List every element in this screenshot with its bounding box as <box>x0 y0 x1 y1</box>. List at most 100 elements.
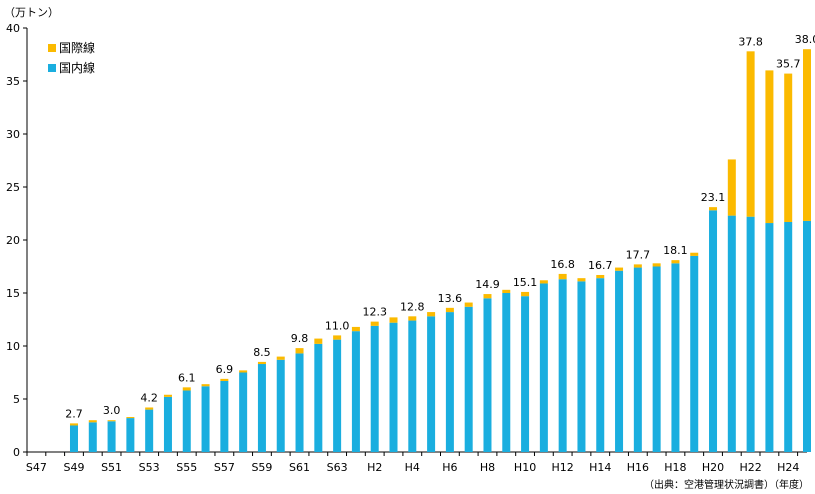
bar-domestic-s63 <box>333 339 342 452</box>
x-tick-label: H6 <box>442 461 457 474</box>
legend-item-international: 国際線 <box>48 38 95 58</box>
data-label-total: 6.1 <box>178 371 196 384</box>
data-label-total: 13.6 <box>438 292 463 305</box>
bar-domestic-s61 <box>295 353 304 452</box>
data-label-total: 38.0 <box>795 33 815 46</box>
y-tick-label: 20 <box>6 234 20 247</box>
bar-international-s59 <box>257 361 266 365</box>
bar-international-s53 <box>145 407 154 410</box>
x-tick-label: H4 <box>405 461 420 474</box>
bar-domestic-h13 <box>577 281 586 452</box>
bar-international-h18 <box>671 260 680 264</box>
data-label-total: 16.8 <box>550 258 575 271</box>
data-label-total: 18.1 <box>663 244 688 257</box>
x-tick-label: H16 <box>627 461 649 474</box>
data-label-total: 8.5 <box>253 346 271 359</box>
bar-domestic-s59 <box>257 364 266 452</box>
x-tick-label: S49 <box>63 461 84 474</box>
legend-swatch-international <box>48 44 56 52</box>
bar-domestic-h2 <box>370 325 379 452</box>
y-tick-label: 0 <box>13 446 20 459</box>
bar-international-h9 <box>502 289 511 293</box>
bar-domestic-h11 <box>539 283 548 452</box>
data-label-total: 16.7 <box>588 259 613 272</box>
bar-domestic-s53 <box>145 409 154 452</box>
bar-domestic-h8 <box>483 298 492 452</box>
data-label-total: 3.0 <box>103 404 121 417</box>
bar-international-s55 <box>182 387 191 391</box>
x-tick-label: S53 <box>139 461 160 474</box>
y-tick-label: 30 <box>6 128 20 141</box>
legend-label-domestic: 国内線 <box>59 61 96 75</box>
bar-domestic-h15 <box>615 270 624 452</box>
bar-international-h1 <box>351 326 360 332</box>
bar-domestic-h17 <box>652 266 661 452</box>
bar-domestic-s49 <box>69 425 78 452</box>
bar-domestic-h4 <box>408 320 417 452</box>
x-tick-label: H10 <box>514 461 536 474</box>
bar-domestic-s52 <box>126 418 135 452</box>
bar-domestic-s54 <box>163 396 172 452</box>
bar-domestic-h3 <box>389 322 398 452</box>
bar-domestic-h19 <box>690 255 699 452</box>
bar-international-s61 <box>295 348 304 354</box>
data-label-total: 6.9 <box>216 363 234 376</box>
bar-international-s58 <box>239 370 248 373</box>
x-tick-label: S55 <box>176 461 197 474</box>
bar-international-h17 <box>652 263 661 267</box>
bar-international-h14 <box>596 274 605 279</box>
bar-international-s51 <box>107 420 116 422</box>
bar-domestic-h20 <box>709 210 718 452</box>
data-label-total: 11.0 <box>325 319 350 332</box>
bar-domestic-h14 <box>596 278 605 452</box>
data-label-total: 4.2 <box>140 391 158 404</box>
bar-international-s57 <box>220 378 229 381</box>
bar-domestic-h24 <box>784 221 793 452</box>
bar-international-s62 <box>314 338 323 344</box>
bar-international-h5 <box>427 312 436 317</box>
bar-international-h21 <box>727 159 736 216</box>
bar-domestic-h23 <box>765 223 774 452</box>
x-tick-label: S59 <box>251 461 272 474</box>
y-tick-label: 10 <box>6 340 20 353</box>
bar-domestic-s51 <box>107 421 116 452</box>
bar-domestic-h16 <box>633 267 642 452</box>
bar-domestic-h7 <box>464 306 473 452</box>
bar-international-h15 <box>615 267 624 271</box>
bar-domestic-h25 <box>803 220 811 452</box>
x-tick-label: H14 <box>589 461 611 474</box>
bar-domestic-s62 <box>314 343 323 452</box>
bar-international-s52 <box>126 417 135 419</box>
data-label-total: 37.8 <box>738 35 763 48</box>
bar-domestic-s57 <box>220 380 229 452</box>
x-tick-label: H24 <box>777 461 799 474</box>
bar-domestic-h9 <box>502 293 511 452</box>
y-axis-unit-label: （万トン） <box>4 6 59 19</box>
data-label-total: 12.3 <box>362 306 387 319</box>
x-tick-label: H22 <box>739 461 761 474</box>
y-tick-label: 40 <box>6 22 20 35</box>
data-label-total: 9.8 <box>291 332 309 345</box>
bar-international-h16 <box>633 264 642 268</box>
bar-domestic-s56 <box>201 386 210 452</box>
bar-international-h3 <box>389 317 398 323</box>
legend: 国際線 国内線 <box>48 38 95 78</box>
bar-international-h22 <box>746 51 755 217</box>
bar-international-h8 <box>483 294 492 299</box>
bar-international-s60 <box>276 356 285 360</box>
bar-international-h13 <box>577 278 586 282</box>
bar-domestic-h5 <box>427 316 436 452</box>
bar-domestic-h6 <box>445 312 454 452</box>
data-label-total: 12.8 <box>400 300 425 313</box>
x-tick-label: H2 <box>367 461 382 474</box>
data-label-total: 14.9 <box>475 278 500 291</box>
x-tick-label: H20 <box>702 461 724 474</box>
y-tick-label: 35 <box>6 75 20 88</box>
data-label-total: 23.1 <box>701 191 726 204</box>
bar-domestic-h22 <box>746 216 755 452</box>
y-tick-label: 15 <box>6 287 20 300</box>
legend-swatch-domestic <box>48 64 56 72</box>
source-note: （出典：空港管理状況調書）（年度） <box>644 480 809 491</box>
bar-domestic-s58 <box>239 372 248 452</box>
